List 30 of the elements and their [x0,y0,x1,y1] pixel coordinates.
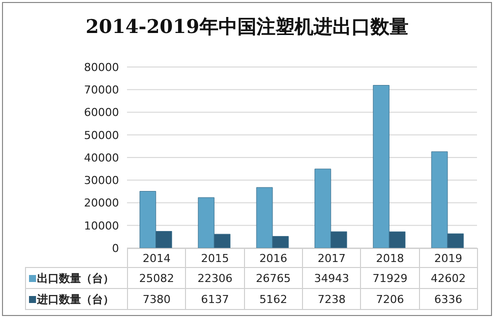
y-tick-label: 30000 [84,174,119,188]
data-label: 7380 [128,288,186,310]
y-tick-label: 0 [112,242,119,255]
y-tick-label: 60000 [84,106,119,120]
data-label: 71929 [360,268,420,288]
x-tick-label: 2018 [360,248,420,268]
x-tick-label: 2014 [128,248,186,268]
y-tick-label: 20000 [84,196,119,210]
data-label: 26765 [244,268,302,288]
data-label: 5162 [244,288,302,310]
y-tick-label: 10000 [84,219,119,232]
x-tick-label: 2019 [419,248,478,268]
data-label: 25082 [128,268,186,288]
legend-label: 进口数量（台） [26,288,128,310]
data-label: 6336 [419,288,478,310]
x-tick-label: 2015 [186,248,244,268]
y-tick-label: 70000 [84,84,119,97]
chart-title: 2014-2019年中国注塑机进出口数量 [84,15,410,40]
data-label: 7206 [360,288,420,310]
y-tick-label: 40000 [84,151,119,164]
x-tick-label: 2017 [302,248,361,268]
data-label: 6137 [186,288,244,310]
legend-label: 出口数量（台） [26,268,128,288]
y-tick-label: 80000 [84,60,119,74]
x-tick-label: 2016 [244,248,302,268]
data-label: 7238 [302,288,361,310]
data-label: 42602 [419,268,478,288]
y-tick-label: 50000 [84,128,119,142]
data-label: 22306 [186,268,244,288]
data-label: 34943 [302,268,361,288]
